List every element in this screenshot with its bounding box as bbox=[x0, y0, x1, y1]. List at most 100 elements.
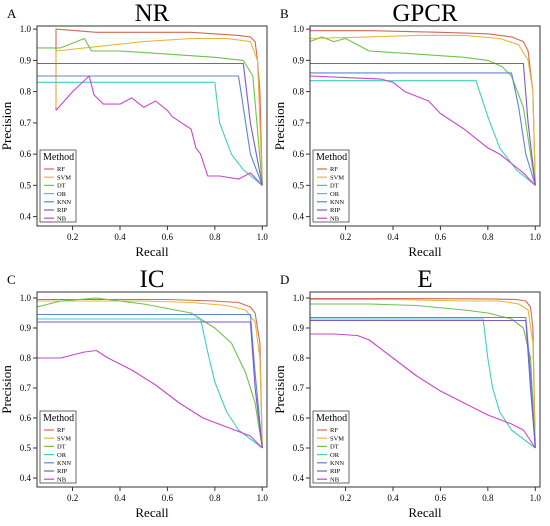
plot-frame bbox=[309, 291, 541, 488]
panel-letter: A bbox=[7, 6, 17, 21]
y-tick-label: 0.6 bbox=[293, 413, 305, 423]
y-tick-label: 0.5 bbox=[293, 443, 305, 453]
x-tick-label: 0.4 bbox=[387, 232, 399, 242]
x-tick-label: 1.0 bbox=[530, 493, 542, 503]
y-tick-label: 0.5 bbox=[293, 180, 305, 190]
series-line-svm bbox=[37, 300, 263, 449]
x-tick-label: 0.8 bbox=[209, 232, 221, 242]
legend-label-knn: KNN bbox=[57, 460, 71, 467]
x-tick-label: 0.8 bbox=[482, 232, 494, 242]
x-tick-label: 0.6 bbox=[435, 232, 447, 242]
y-tick-label: 0.5 bbox=[20, 443, 32, 453]
x-tick-label: 1.0 bbox=[257, 493, 269, 503]
legend-label-knn: KNN bbox=[330, 199, 344, 206]
series-group bbox=[310, 298, 536, 449]
x-axis-label: Recall bbox=[135, 244, 169, 259]
panel-D: D E 0.2 0.4 0.6 0.8 1.0 0.4 0.5 0.6 0.7 0.8 0.9 1.0 Re… bbox=[272, 266, 541, 520]
legend-label-nb: NB bbox=[330, 215, 340, 222]
panel-title: NR bbox=[135, 0, 170, 27]
legend-label-nb: NB bbox=[57, 476, 67, 483]
x-tick-label: 0.4 bbox=[114, 232, 126, 242]
y-tick-label: 0.4 bbox=[293, 473, 305, 483]
x-tick-label: 0.6 bbox=[162, 493, 174, 503]
y-tick-label: 0.9 bbox=[293, 323, 305, 333]
y-tick-label: 1.0 bbox=[20, 24, 32, 34]
legend-label-knn: KNN bbox=[330, 460, 344, 467]
series-line-knn bbox=[37, 75, 263, 186]
y-tick-label: 0.4 bbox=[20, 212, 32, 222]
legend-label-rf: RF bbox=[330, 427, 338, 434]
legend-label-or: OR bbox=[330, 191, 340, 198]
series-line-rip bbox=[310, 319, 536, 449]
legend-label-nb: NB bbox=[330, 476, 340, 483]
panel-title: IC bbox=[140, 266, 165, 293]
y-tick-label: 0.9 bbox=[293, 55, 305, 65]
y-tick-label: 0.4 bbox=[20, 473, 32, 483]
panel-B: B GPCR 0.2 0.4 0.6 0.8 1.0 0.4 0.5 0.6 0.7 0.8 0.9 1.… bbox=[272, 0, 541, 259]
panel-letter: D bbox=[280, 272, 289, 287]
series-line-nb bbox=[55, 75, 263, 186]
x-tick-label: 0.6 bbox=[162, 232, 174, 242]
x-tick-label: 0.2 bbox=[67, 232, 78, 242]
x-tick-label: 0.2 bbox=[340, 493, 351, 503]
series-line-knn bbox=[310, 316, 536, 449]
x-tick-label: 0.4 bbox=[114, 493, 126, 503]
y-tick-label: 0.9 bbox=[20, 55, 32, 65]
legend-label-dt: DT bbox=[330, 444, 339, 451]
plot-frame bbox=[309, 25, 541, 227]
series-line-rf bbox=[37, 298, 263, 449]
y-tick-label: 0.7 bbox=[293, 383, 305, 393]
y-tick-label: 1.0 bbox=[293, 293, 305, 303]
x-tick-label: 0.2 bbox=[340, 232, 351, 242]
series-line-knn bbox=[310, 72, 536, 186]
legend-label-rip: RIP bbox=[57, 468, 68, 475]
x-tick-label: 0.2 bbox=[67, 493, 78, 503]
series-group bbox=[309, 30, 536, 186]
y-tick-label: 0.8 bbox=[293, 353, 305, 363]
legend-label-svm: SVM bbox=[57, 435, 71, 442]
legend-title: Method bbox=[43, 413, 74, 424]
y-tick-label: 0.7 bbox=[293, 118, 305, 128]
y-tick-label: 0.9 bbox=[20, 323, 32, 333]
x-axis-label: Recall bbox=[135, 505, 169, 520]
legend-title: Method bbox=[43, 152, 74, 163]
series-line-rip bbox=[37, 321, 263, 449]
x-tick-label: 0.4 bbox=[387, 493, 399, 503]
y-tick-label: 0.7 bbox=[20, 383, 32, 393]
legend-label-svm: SVM bbox=[57, 174, 71, 181]
plot-frame bbox=[36, 291, 268, 488]
series-line-rf bbox=[310, 298, 536, 449]
series-line-or bbox=[37, 81, 263, 186]
y-tick-label: 0.8 bbox=[20, 87, 32, 97]
series-line-svm bbox=[309, 34, 536, 186]
x-axis-label: Recall bbox=[408, 505, 442, 520]
legend-label-svm: SVM bbox=[330, 435, 344, 442]
legend-title: Method bbox=[316, 152, 347, 163]
series-group bbox=[37, 28, 263, 186]
series-line-svm bbox=[310, 298, 536, 449]
legend-label-rip: RIP bbox=[330, 207, 341, 214]
legend-label-or: OR bbox=[330, 452, 340, 459]
x-tick-label: 1.0 bbox=[530, 232, 542, 242]
y-tick-label: 0.4 bbox=[293, 212, 305, 222]
series-line-or bbox=[310, 80, 536, 186]
series-line-rip bbox=[310, 62, 536, 186]
series-line-rf bbox=[55, 28, 263, 186]
legend-label-rf: RF bbox=[330, 166, 338, 173]
series-line-knn bbox=[37, 313, 263, 449]
plot-frame bbox=[36, 25, 268, 227]
legend-label-dt: DT bbox=[57, 444, 66, 451]
panel-title: GPCR bbox=[392, 0, 458, 27]
x-tick-label: 1.0 bbox=[257, 232, 269, 242]
legend-label-rf: RF bbox=[57, 427, 65, 434]
legend-title: Method bbox=[316, 413, 347, 424]
x-axis-label: Recall bbox=[408, 244, 442, 259]
legend-label-dt: DT bbox=[57, 183, 66, 190]
series-line-nb bbox=[310, 333, 536, 449]
legend-label-svm: SVM bbox=[330, 174, 344, 181]
legend-label-knn: KNN bbox=[57, 199, 71, 206]
